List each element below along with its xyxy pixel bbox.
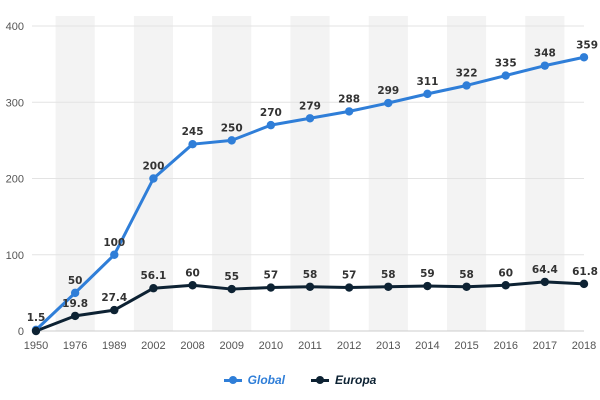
data-label-global: 279 (299, 100, 321, 112)
data-label-europa: 60 (498, 267, 513, 279)
x-tick-label: 2008 (180, 340, 204, 352)
legend-label-global: Global (247, 373, 285, 387)
x-tick-label: 2010 (259, 340, 283, 352)
data-label-europa: 56.1 (140, 270, 166, 282)
y-tick-label: 100 (6, 250, 24, 262)
y-axis-labels: 0 100 200 300 400 (6, 21, 24, 338)
data-point-global (540, 61, 550, 70)
data-point-europa (266, 283, 276, 292)
data-label-europa: 64.4 (532, 264, 558, 276)
data-point-europa (423, 281, 432, 291)
data-point-europa (579, 279, 589, 289)
x-tick-label: 1950 (24, 340, 48, 352)
x-tick-label: 2015 (454, 340, 478, 352)
y-tick-label: 200 (6, 174, 24, 186)
y-tick-label: 0 (18, 326, 24, 338)
data-label-global: 250 (221, 122, 243, 134)
y-tick-label: 300 (6, 97, 24, 109)
legend-item-global[interactable]: Global (223, 373, 285, 387)
data-label-global: 299 (377, 85, 399, 97)
grid-lines (32, 25, 584, 332)
x-tick-label: 2012 (337, 340, 361, 352)
data-label-global: 50 (68, 275, 83, 287)
data-point-europa (70, 311, 80, 321)
data-point-europa (501, 281, 510, 290)
category-band (368, 16, 408, 331)
x-tick-label: 1989 (102, 340, 126, 352)
x-tick-label: 2018 (572, 340, 596, 352)
data-point-global (384, 98, 393, 108)
legend-swatch-europa (311, 375, 329, 384)
legend: Global Europa (0, 373, 600, 387)
data-point-global (462, 81, 471, 90)
category-band (447, 16, 487, 331)
x-tick-label: 1976 (63, 340, 87, 352)
data-label-global: 200 (142, 161, 164, 173)
legend-label-europa: Europa (335, 373, 377, 387)
data-point-global (70, 288, 80, 298)
data-label-global: 322 (456, 67, 478, 79)
data-label-global: 270 (260, 107, 282, 119)
data-label-europa: 55 (224, 271, 239, 283)
data-label-europa: 58 (459, 269, 474, 281)
data-point-global (344, 107, 354, 116)
data-point-europa (462, 282, 471, 291)
data-label-global: 288 (338, 93, 360, 105)
data-point-global (110, 250, 119, 259)
data-point-global (423, 89, 432, 99)
data-label-global: 335 (495, 58, 517, 70)
data-point-global (188, 139, 197, 149)
data-point-europa (227, 284, 236, 294)
category-bands (55, 16, 565, 331)
category-band (212, 16, 252, 331)
data-label-global: 245 (182, 126, 204, 138)
data-label-europa: 57 (264, 270, 279, 282)
data-label-global: 100 (103, 237, 125, 249)
data-point-europa (305, 282, 315, 291)
legend-item-europa[interactable]: Europa (311, 373, 376, 387)
data-label-europa: 19.8 (62, 298, 88, 310)
data-label-global: 1.5 (27, 312, 46, 324)
data-point-global (579, 53, 589, 62)
data-point-global (266, 120, 276, 130)
x-tick-label: 2002 (141, 340, 165, 352)
legend-swatch-global (223, 375, 242, 384)
data-point-global (501, 71, 510, 80)
x-tick-label: 2011 (298, 340, 322, 352)
data-point-europa (31, 326, 41, 336)
series-points (31, 53, 589, 336)
x-tick-label: 2017 (533, 340, 557, 352)
data-point-europa (344, 283, 354, 292)
x-tick-label: 2009 (219, 340, 243, 352)
category-band (133, 16, 173, 331)
data-point-europa (149, 284, 158, 293)
data-point-global (149, 174, 158, 183)
data-label-europa: 27.4 (101, 292, 127, 304)
data-labels: 1.5 50 100 200 245 250 270 279 288 299 311 322 335 34… (27, 39, 598, 324)
data-point-global (227, 136, 236, 145)
y-tick-label: 400 (6, 21, 24, 33)
data-label-global: 348 (534, 48, 556, 60)
data-label-europa: 58 (381, 269, 396, 281)
data-point-europa (188, 281, 197, 290)
x-tick-label: 2013 (376, 340, 400, 352)
x-tick-label: 2014 (415, 340, 439, 352)
data-point-europa (540, 277, 550, 287)
data-point-europa (110, 305, 119, 315)
x-tick-label: 2016 (493, 340, 517, 352)
data-point-europa (384, 282, 393, 291)
data-label-global: 311 (416, 76, 438, 88)
x-axis-labels: 1950 1976 1989 2002 2008 2009 2010 2011 2012 2013… (24, 340, 596, 352)
data-label-global: 359 (576, 39, 598, 51)
data-label-europa: 60 (185, 267, 200, 279)
data-label-europa: 61.8 (572, 266, 598, 278)
data-label-europa: 58 (303, 269, 318, 281)
data-point-global (305, 114, 315, 123)
data-label-europa: 59 (420, 268, 435, 280)
data-label-europa: 57 (342, 270, 357, 282)
category-band (290, 16, 330, 331)
